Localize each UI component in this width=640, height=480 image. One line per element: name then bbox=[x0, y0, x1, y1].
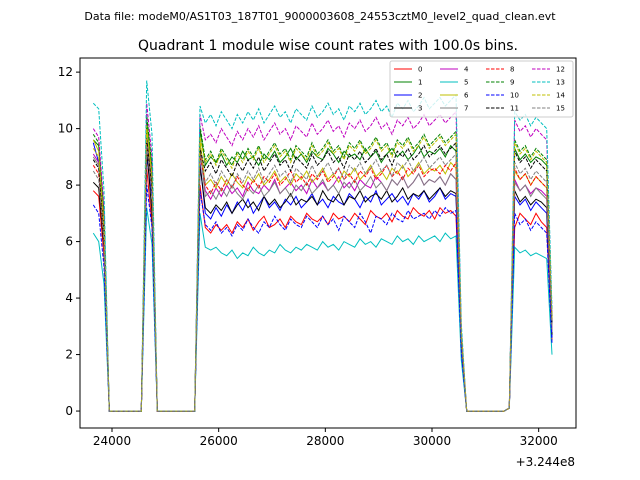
legend-label-11: 11 bbox=[510, 105, 519, 113]
legend-label-12: 12 bbox=[556, 66, 565, 74]
y-tick-label: 4 bbox=[65, 291, 73, 305]
legend-label-15: 15 bbox=[556, 105, 565, 113]
chart-title: Quadrant 1 module wise count rates with … bbox=[138, 38, 518, 54]
legend-label-10: 10 bbox=[510, 92, 519, 100]
x-tick-label: 28000 bbox=[306, 434, 344, 448]
legend-label-13: 13 bbox=[556, 79, 565, 87]
x-tick-label: 30000 bbox=[413, 434, 451, 448]
legend-label-1: 1 bbox=[418, 79, 422, 87]
x-tick-label: 32000 bbox=[520, 434, 558, 448]
y-tick-label: 10 bbox=[58, 122, 73, 136]
x-tick-label: 26000 bbox=[200, 434, 238, 448]
plot-frame bbox=[79, 57, 577, 429]
series-line-15 bbox=[92, 145, 553, 412]
y-tick-label: 6 bbox=[65, 235, 73, 249]
plot-area bbox=[79, 57, 577, 429]
legend-label-3: 3 bbox=[418, 105, 422, 113]
series-layer bbox=[92, 80, 553, 412]
legend-label-9: 9 bbox=[510, 79, 514, 87]
legend-label-4: 4 bbox=[464, 66, 469, 74]
y-tick-label: 0 bbox=[65, 404, 73, 418]
legend-label-6: 6 bbox=[464, 92, 469, 100]
legend-label-5: 5 bbox=[464, 79, 468, 87]
y-tick-label: 8 bbox=[65, 178, 73, 192]
y-tick-label: 2 bbox=[65, 348, 73, 362]
x-offset-label: +3.244e8 bbox=[516, 455, 575, 469]
legend-label-8: 8 bbox=[510, 66, 514, 74]
plot-background bbox=[80, 58, 576, 428]
legend-label-0: 0 bbox=[418, 66, 422, 74]
x-tick-label: 24000 bbox=[93, 434, 131, 448]
legend-label-7: 7 bbox=[464, 105, 468, 113]
legend-label-14: 14 bbox=[556, 92, 565, 100]
y-tick-label: 12 bbox=[58, 65, 73, 79]
legend-label-2: 2 bbox=[418, 92, 422, 100]
legend-box bbox=[389, 60, 574, 118]
figure-suptitle: Data file: modeM0/AS1T03_187T01_90000036… bbox=[84, 10, 556, 23]
